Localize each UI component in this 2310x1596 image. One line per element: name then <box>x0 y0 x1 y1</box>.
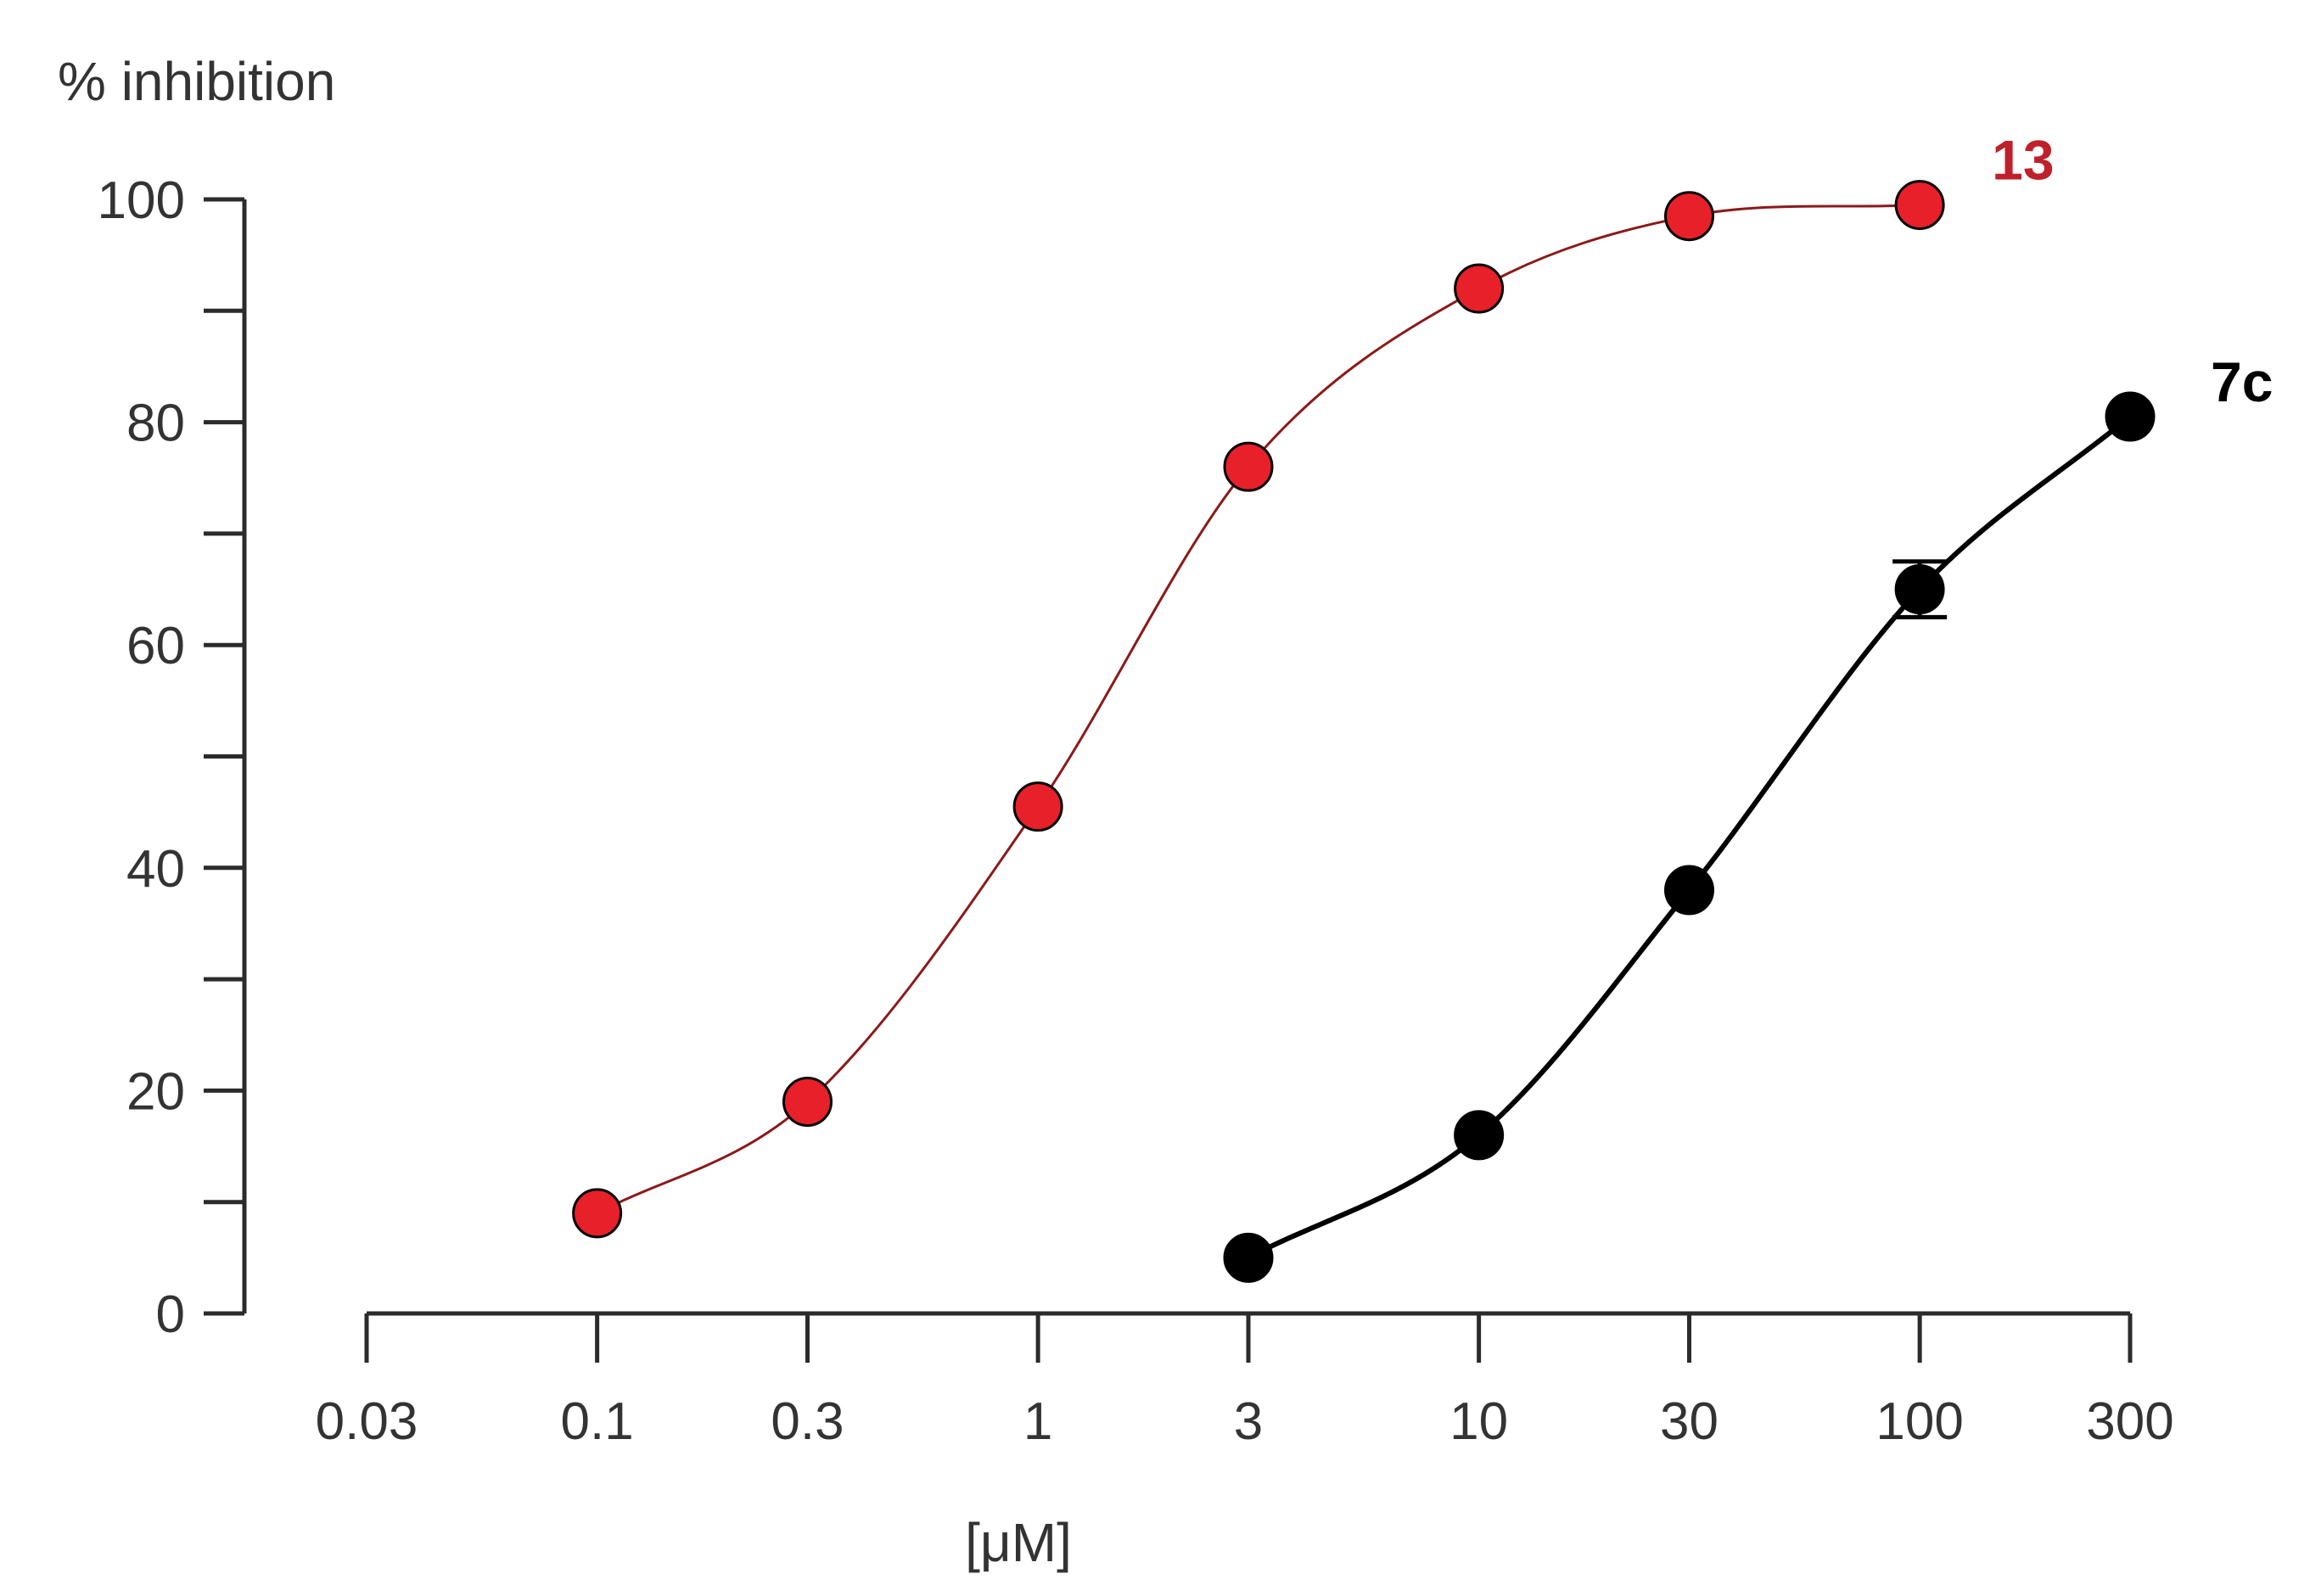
series-13-point <box>1223 441 1274 492</box>
x-axis-title: [μM] <box>965 1512 1072 1573</box>
series-13-point <box>1664 191 1714 242</box>
series-13-point <box>782 1077 833 1128</box>
y-tick-label: 40 <box>126 840 185 899</box>
y-axis-title: % inhibition <box>58 51 335 112</box>
series-13-point <box>1894 180 1945 231</box>
series-7c-label: 7c <box>2211 350 2273 413</box>
series-7c-point <box>1223 1232 1274 1283</box>
axes-group: 0 20 40 60 80 100 0.03 0.1 0.3 1 3 10 30 100 300 <box>98 171 2174 1451</box>
series-13-label: 13 <box>1992 129 2054 192</box>
y-tick-label: 20 <box>126 1062 185 1121</box>
x-tick-label: 100 <box>1875 1392 1963 1451</box>
y-tick-label: 0 <box>156 1285 185 1344</box>
x-tick-label: 30 <box>1660 1392 1718 1451</box>
x-tick-label: 300 <box>2086 1392 2173 1451</box>
x-tick-label: 0.03 <box>316 1392 418 1451</box>
x-tick-label: 0.3 <box>771 1392 844 1451</box>
series-7c-point <box>1454 1110 1505 1161</box>
x-tick-label: 3 <box>1234 1392 1263 1451</box>
series-7c-curve <box>1247 414 2132 1260</box>
x-tick-label: 0.1 <box>561 1392 634 1451</box>
y-tick-label: 80 <box>126 395 185 453</box>
series-13-point <box>1012 781 1063 832</box>
y-tick-label: 100 <box>98 171 185 230</box>
x-tick-label: 10 <box>1449 1392 1508 1451</box>
series-13-point <box>1454 263 1505 314</box>
series-7c-point <box>2105 391 2156 442</box>
series-13-curve <box>596 204 1920 1215</box>
series-7c-point <box>1664 865 1714 916</box>
series-13-point <box>572 1188 623 1239</box>
x-tick-label: 1 <box>1023 1392 1052 1451</box>
y-tick-label: 60 <box>126 617 185 675</box>
series-7c-point <box>1894 564 1945 615</box>
points-group <box>572 180 2156 1283</box>
